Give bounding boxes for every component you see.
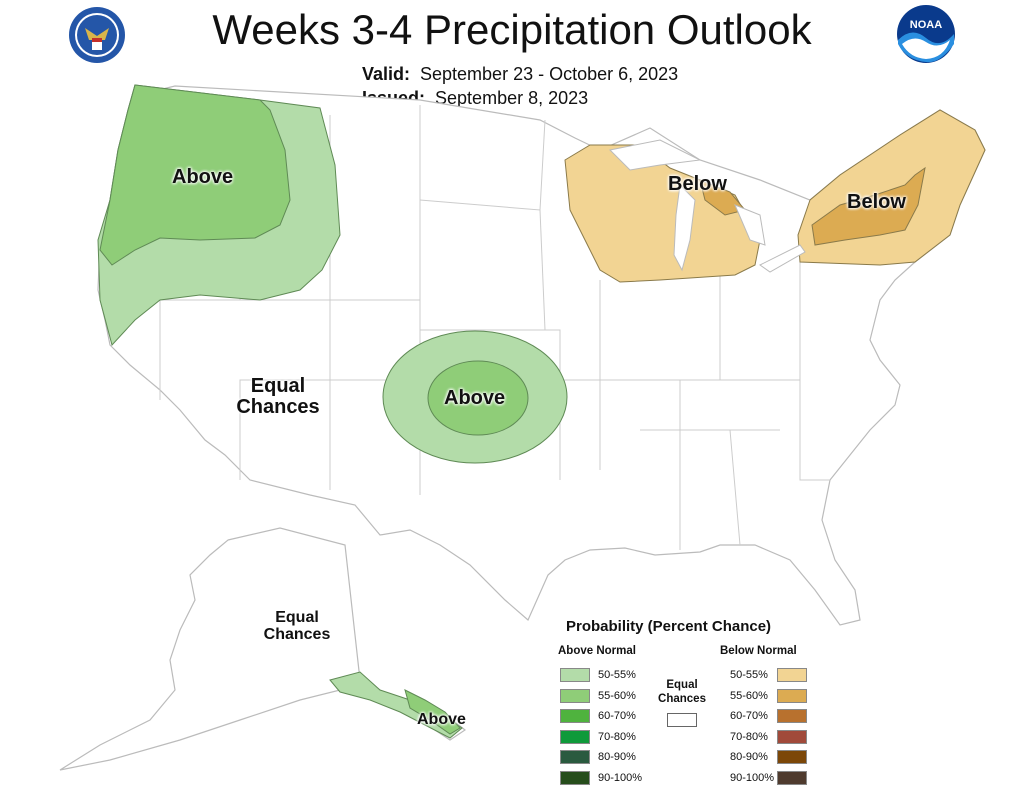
label-alaska-equal-line2: Chances [263,625,331,643]
legend-below-swatch [777,709,807,723]
legend-below-label: 55-60% [730,689,768,702]
valid-label: Valid: [362,64,411,84]
label-greatlakes-below: Below [668,173,727,195]
legend-above-swatch [560,770,590,785]
issued-value: September 8, 2023 [435,88,589,108]
legend-above-label: 90-100% [598,771,643,784]
legend-below-label: 60-70% [730,710,768,722]
valid-date-line: Valid: September 23 - October 6, 2023 [362,64,678,85]
label-alaska-equal-line1: Equal [275,609,319,626]
label-plains-above: Above [444,387,506,409]
legend-below-swatch [777,688,807,703]
alaska-above-50-55 [329,671,463,739]
legend-below-label: 50-55% [730,669,768,681]
label-alaska-equal-chances: Equal Chances [257,609,337,644]
legend-above-header: Above Normal [558,645,636,657]
northeast-below-55-60 [811,166,926,246]
legend-below-header: Below Normal [720,645,797,657]
legend-above-swatch [560,750,590,764]
legend-below-label: 80-90% [730,751,768,763]
legend-above-label: 70-80% [598,730,636,743]
label-west-equal-chances: Equal Chances [228,376,328,418]
alaska-outline [59,527,467,771]
legend-above-label: 60-70% [598,710,636,722]
lake-superior [608,139,702,171]
legend-below-label: 90-100% [730,771,775,784]
legend-equal-line1: Equal [666,679,698,691]
label-west-equal-line2: Chances [236,396,320,418]
legend-below-swatch [777,770,807,785]
legend-above-swatch [560,729,590,744]
legend-title: Probability (Percent Chance) [566,618,772,635]
legend-below-swatch [777,668,807,682]
label-alaska-above: Above [417,711,466,728]
state-borders [155,105,830,550]
map-title: Weeks 3-4 Precipitation Outlook [212,6,812,53]
legend-above-swatch [560,709,590,723]
plains-above-55-60 [427,360,529,436]
nw-above-55-60 [99,84,291,266]
legend-equal-chances: Equal Chances [652,678,712,707]
noaa-logo-text: NOAA [910,19,942,31]
lake-huron [734,204,766,246]
commerce-seal-icon [69,7,125,63]
legend-above-label: 80-90% [598,751,636,763]
legend-above-swatch [560,668,590,682]
greatlakes-below-55-60 [699,179,746,216]
legend-equal-line2: Chances [658,693,706,706]
noaa-logo-icon: NOAA [897,5,955,63]
legend-below-swatch [777,729,807,744]
valid-value: September 23 - October 6, 2023 [420,64,679,84]
lake-michigan [673,183,696,272]
alaska-above-55-60 [404,689,461,735]
legend-equal-swatch [667,713,697,727]
label-west-equal-line1: Equal [250,375,306,397]
label-northeast-below: Below [847,191,906,213]
legend-above-label: 50-55% [598,669,636,681]
legend-above-swatch [560,688,590,703]
legend-above-label: 55-60% [598,689,636,702]
legend-below-swatch [777,750,807,764]
label-nw-above: Above [172,166,234,188]
legend-below-label: 70-80% [730,730,768,743]
lake-erie [759,244,806,273]
